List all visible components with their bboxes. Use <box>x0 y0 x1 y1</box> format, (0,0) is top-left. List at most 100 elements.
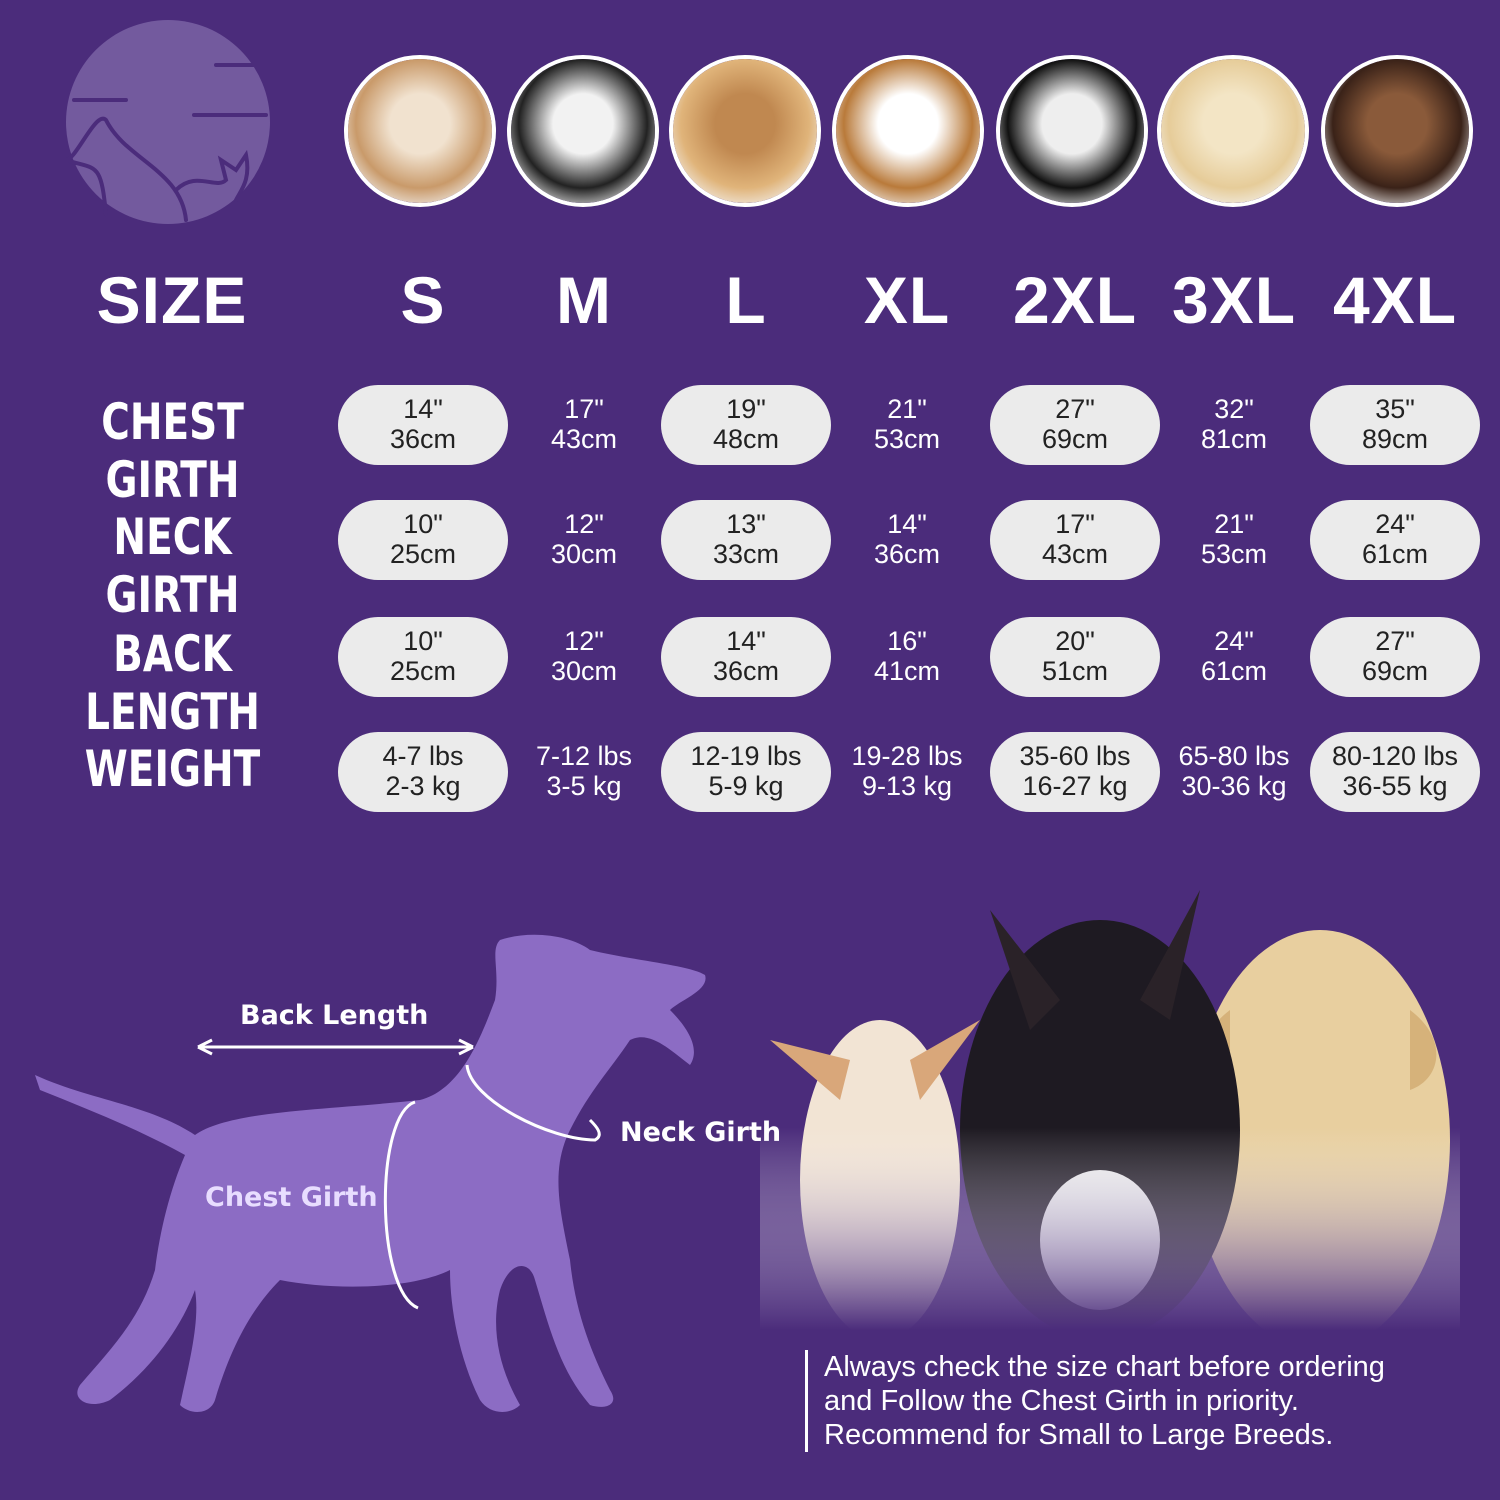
cell-metric: 25cm <box>389 539 457 569</box>
breed-photo-border-collie <box>996 55 1148 207</box>
cell-metric: 33cm <box>712 539 780 569</box>
size-header-2xl: 2XL <box>1012 263 1138 337</box>
cell-imperial: 27" <box>1375 626 1415 656</box>
cell-metric: 43cm <box>1041 539 1109 569</box>
cell-imperial: 21" <box>887 394 927 424</box>
table-cell: 21" 53cm <box>822 385 992 465</box>
cell-metric: 30cm <box>550 656 618 686</box>
cell-imperial: 32" <box>1214 394 1254 424</box>
cell-imperial: 24" <box>1214 626 1254 656</box>
cell-metric: 89cm <box>1361 424 1429 454</box>
cell-metric: 69cm <box>1041 424 1109 454</box>
table-cell: 35" 89cm <box>1310 385 1480 465</box>
table-cell: 17" 43cm <box>990 500 1160 580</box>
table-cell: 13" 33cm <box>661 500 831 580</box>
dogs-group-photo <box>760 880 1460 1330</box>
cell-metric: 41cm <box>873 656 941 686</box>
row-label: NECK GIRTH <box>105 508 240 624</box>
cell-imperial: 10" <box>403 509 443 539</box>
size-note: Always check the size chart before order… <box>805 1350 1385 1452</box>
cell-imperial: 13" <box>726 509 766 539</box>
cell-metric: 36-55 kg <box>1342 771 1448 801</box>
table-cell: 17" 43cm <box>499 385 669 465</box>
cell-metric: 69cm <box>1361 656 1429 686</box>
cell-imperial: 16" <box>887 626 927 656</box>
note-line: and Follow the Chest Girth in priority. <box>824 1385 1299 1417</box>
table-cell: 80-120 lbs 36-55 kg <box>1310 732 1480 812</box>
cell-metric: 3-5 kg <box>546 771 622 801</box>
cell-imperial: 14" <box>726 626 766 656</box>
table-cell: 35-60 lbs 16-27 kg <box>990 732 1160 812</box>
note-line: Recommend for Small to Large Breeds. <box>824 1419 1334 1451</box>
breed-photo-beagle <box>832 55 984 207</box>
size-header-l: L <box>725 263 767 337</box>
table-cell: 27" 69cm <box>990 385 1160 465</box>
cell-metric: 43cm <box>550 424 618 454</box>
cell-metric: 36cm <box>712 656 780 686</box>
size-header-3xl: 3XL <box>1171 263 1297 337</box>
table-cell: 24" 61cm <box>1149 617 1319 697</box>
table-cell: 24" 61cm <box>1310 500 1480 580</box>
cell-metric: 25cm <box>389 656 457 686</box>
size-header-s: S <box>400 263 446 337</box>
cell-imperial: 27" <box>1055 394 1095 424</box>
cell-metric: 61cm <box>1200 656 1268 686</box>
table-cell: 65-80 lbs 30-36 kg <box>1149 732 1319 812</box>
table-cell: 19-28 lbs 9-13 kg <box>822 732 992 812</box>
back-length-label: Back Length <box>240 1000 429 1031</box>
size-header-xl: XL <box>863 263 951 337</box>
table-cell: 10" 25cm <box>338 617 508 697</box>
cell-metric: 9-13 kg <box>861 771 953 801</box>
table-cell: 10" 25cm <box>338 500 508 580</box>
breed-photo-cocker-spaniel <box>669 55 821 207</box>
chest-girth-label: Chest Girth <box>205 1182 378 1213</box>
dog-cat-logo-icon <box>66 20 271 224</box>
cell-imperial: 24" <box>1375 509 1415 539</box>
cell-metric: 48cm <box>712 424 780 454</box>
note-line: Always check the size chart before order… <box>824 1351 1385 1383</box>
table-cell: 12-19 lbs 5-9 kg <box>661 732 831 812</box>
row-label: WEIGHT <box>84 740 261 798</box>
table-cell: 21" 53cm <box>1149 500 1319 580</box>
table-cell: 16" 41cm <box>822 617 992 697</box>
cell-metric: 30-36 kg <box>1181 771 1287 801</box>
cell-imperial: 17" <box>564 394 604 424</box>
table-cell: 12" 30cm <box>499 617 669 697</box>
row-label: CHEST GIRTH <box>101 393 244 509</box>
cell-imperial: 65-80 lbs <box>1178 741 1290 771</box>
table-cell: 27" 69cm <box>1310 617 1480 697</box>
cell-imperial: 12" <box>564 509 604 539</box>
breed-photo-shih-tzu <box>344 55 496 207</box>
cell-imperial: 19" <box>726 394 766 424</box>
cell-imperial: 4-7 lbs <box>382 741 464 771</box>
cell-imperial: 19-28 lbs <box>851 741 963 771</box>
cell-imperial: 35" <box>1375 394 1415 424</box>
cell-metric: 30cm <box>550 539 618 569</box>
cell-imperial: 14" <box>403 394 443 424</box>
size-header-label: SIZE <box>96 263 248 337</box>
size-header-m: M <box>556 263 612 337</box>
table-cell: 20" 51cm <box>990 617 1160 697</box>
cell-imperial: 7-12 lbs <box>535 741 633 771</box>
cell-imperial: 12-19 lbs <box>690 741 802 771</box>
cell-imperial: 10" <box>403 626 443 656</box>
cell-imperial: 20" <box>1055 626 1095 656</box>
dog-silhouette-diagram <box>35 934 706 1412</box>
neck-girth-label: Neck Girth <box>620 1117 782 1148</box>
cell-metric: 36cm <box>873 539 941 569</box>
cell-imperial: 14" <box>887 509 927 539</box>
cell-imperial: 17" <box>1055 509 1095 539</box>
cell-imperial: 12" <box>564 626 604 656</box>
row-label: BACK LENGTH <box>85 625 260 741</box>
table-cell: 14" 36cm <box>338 385 508 465</box>
cell-metric: 16-27 kg <box>1022 771 1128 801</box>
cell-metric: 2-3 kg <box>385 771 461 801</box>
cell-metric: 36cm <box>389 424 457 454</box>
cell-metric: 51cm <box>1041 656 1109 686</box>
breed-photo-boston-terrier <box>507 55 659 207</box>
cell-metric: 81cm <box>1200 424 1268 454</box>
size-header-4xl: 4XL <box>1332 263 1458 337</box>
breed-photo-doberman <box>1321 55 1473 207</box>
cell-metric: 5-9 kg <box>708 771 784 801</box>
cell-metric: 61cm <box>1361 539 1429 569</box>
